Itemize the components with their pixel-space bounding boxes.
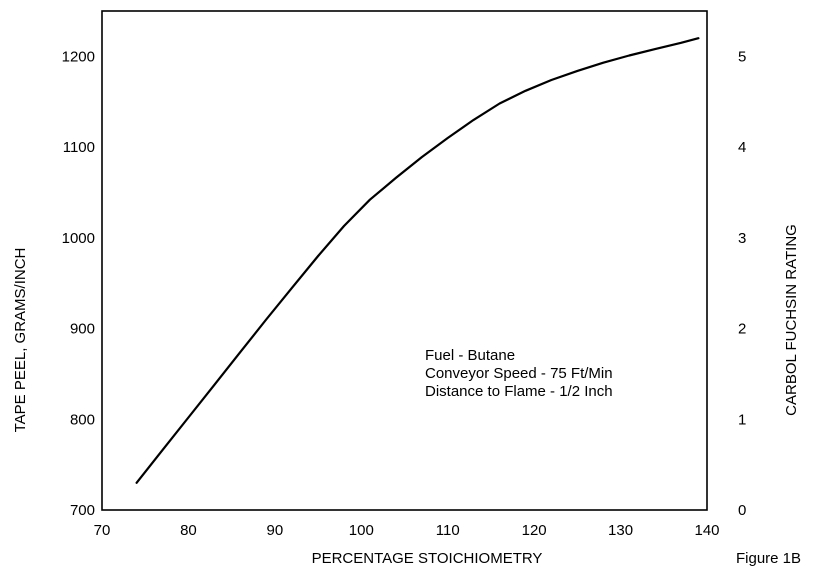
x-tick-label: 130 — [608, 522, 633, 539]
y-tick-label: 1100 — [63, 139, 95, 156]
x-tick-label: 90 — [267, 522, 284, 539]
y2-tick-label: 3 — [738, 230, 746, 247]
left-y-axis-ticks: 700 800 900 1000 1100 1200 — [62, 48, 95, 519]
series-line — [135, 37, 700, 484]
x-tick-label: 100 — [349, 522, 374, 539]
y2-tick-label: 5 — [738, 48, 746, 65]
series-layer — [135, 37, 700, 484]
y-tick-label: 800 — [70, 411, 95, 428]
y-axis-title: TAPE PEEL, GRAMS/INCH — [12, 248, 29, 433]
right-y-axis-ticks: 0 1 2 3 4 5 — [738, 48, 746, 519]
x-tick-label: 80 — [180, 522, 197, 539]
x-axis-ticks: 70 80 90 100 110 120 130 140 — [94, 522, 720, 539]
y-tick-label: 700 — [70, 502, 95, 519]
y-tick-label: 1000 — [62, 230, 95, 247]
plot-frame — [101, 10, 708, 511]
y2-tick-label: 0 — [738, 502, 746, 519]
figure-caption: Figure 1B — [736, 550, 801, 567]
annotation-distance-to-flame: Distance to Flame - 1/2 Inch — [425, 383, 613, 400]
conditions-annotation: Fuel - Butane Conveyor Speed - 75 Ft/Min… — [425, 347, 613, 400]
y2-tick-label: 2 — [738, 321, 746, 338]
x-tick-label: 120 — [522, 522, 547, 539]
y-tick-label: 1200 — [62, 48, 95, 65]
annotation-conveyor-speed: Conveyor Speed - 75 Ft/Min — [425, 365, 613, 382]
x-tick-label: 140 — [694, 522, 719, 539]
x-tick-label: 110 — [436, 522, 460, 539]
x-tick-label: 70 — [94, 522, 111, 539]
x-axis-title: PERCENTAGE STOICHIOMETRY — [312, 550, 543, 567]
y-tick-label: 900 — [70, 321, 95, 338]
y2-tick-label: 4 — [738, 139, 746, 156]
y2-axis-title: CARBOL FUCHSIN RATING — [783, 224, 800, 416]
annotation-fuel: Fuel - Butane — [425, 347, 515, 364]
y2-tick-label: 1 — [738, 411, 746, 428]
